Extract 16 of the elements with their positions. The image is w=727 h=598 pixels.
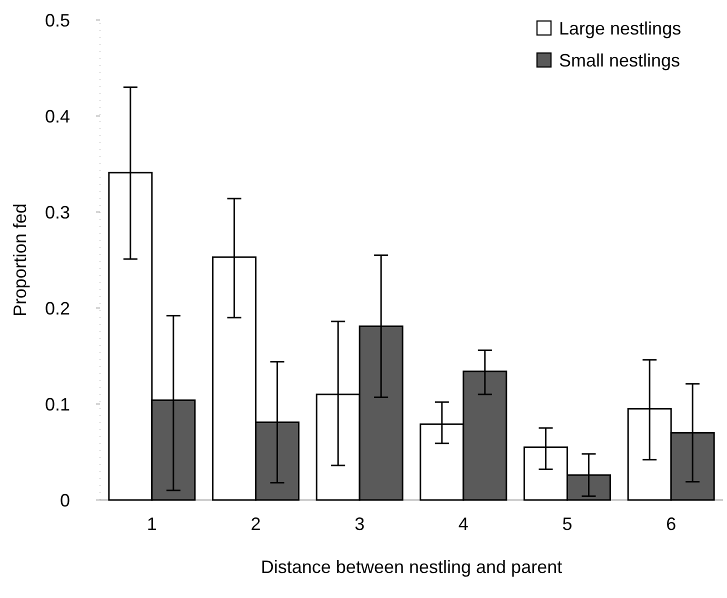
x-tick-label: 5 bbox=[562, 514, 572, 534]
y-tick-label: 0 bbox=[60, 490, 70, 510]
x-tick-label: 3 bbox=[354, 514, 365, 534]
y-axis-title: Proportion fed bbox=[10, 203, 30, 317]
legend-label: Large nestlings bbox=[559, 18, 682, 38]
y-tick-label: 0.3 bbox=[44, 202, 70, 222]
y-tick-label: 0.1 bbox=[44, 394, 70, 414]
x-tick-label: 4 bbox=[458, 514, 468, 534]
x-tick-label: 2 bbox=[250, 514, 261, 534]
x-tick-label: 6 bbox=[666, 514, 676, 534]
y-tick-label: 0.5 bbox=[44, 10, 70, 30]
y-tick-label: 0.2 bbox=[44, 298, 70, 318]
legend-label: Small nestlings bbox=[559, 50, 680, 70]
x-axis-title: Distance between nestling and parent bbox=[260, 557, 562, 577]
y-tick-label: 0.4 bbox=[44, 106, 70, 126]
x-tick-label: 1 bbox=[146, 514, 157, 534]
